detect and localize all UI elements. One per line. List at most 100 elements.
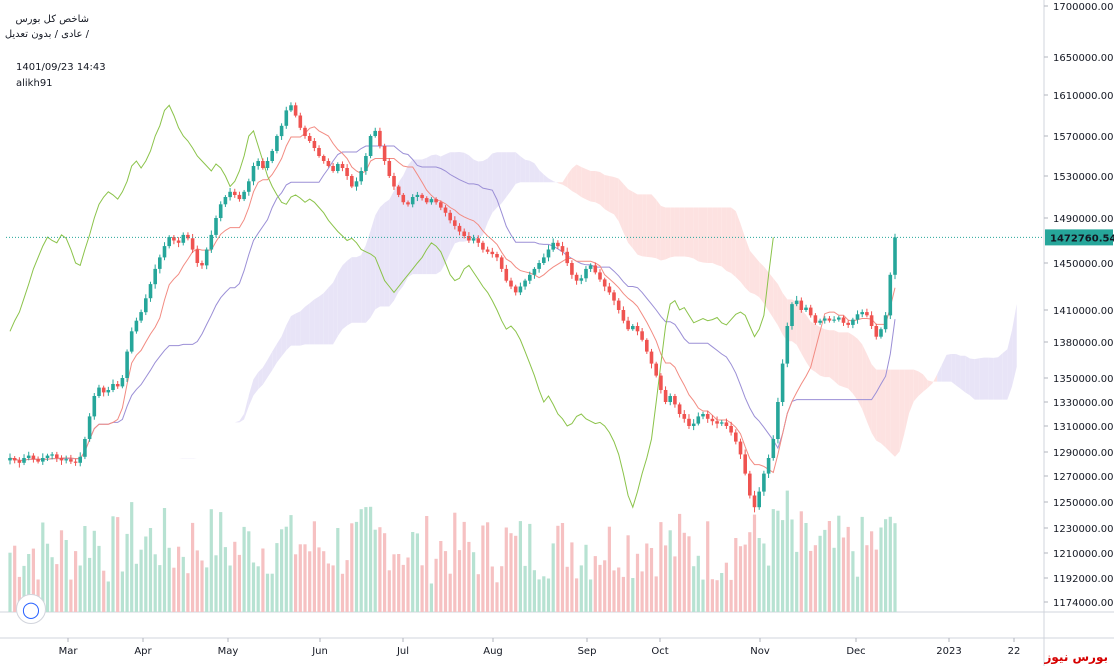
volume-bar: [795, 551, 799, 612]
instrument-title: شاخص کل بورس: [15, 14, 89, 25]
candle-body: [710, 418, 715, 422]
candle-body: [841, 317, 846, 323]
volume-bar: [818, 535, 822, 612]
candle-body: [434, 199, 438, 203]
candle-body: [757, 491, 761, 508]
volume-bar: [865, 545, 869, 612]
candle-body: [752, 495, 757, 508]
ichimoku-cloud-segment: [918, 371, 924, 396]
ichimoku-cloud-segment: [230, 422, 235, 425]
volume-bar: [598, 564, 602, 612]
ichimoku-cloud-segment: [777, 284, 783, 335]
volume-bar: [537, 579, 541, 612]
ichimoku-cloud-segment: [459, 152, 465, 242]
price-tick-label: 1530000.00: [1053, 172, 1113, 183]
volume-bar: [542, 576, 546, 612]
volume-bar: [134, 563, 138, 612]
volume-bar: [289, 515, 293, 612]
candle-body: [64, 459, 68, 461]
candle-body: [148, 284, 153, 299]
volume-bar: [565, 566, 569, 612]
ichimoku-cloud-segment: [300, 306, 305, 346]
candle-body: [214, 218, 218, 235]
volume-bar: [640, 571, 644, 612]
volume-bar: [570, 542, 574, 612]
candle-body: [223, 197, 228, 205]
ichimoku-cloud-segment: [806, 314, 811, 369]
volume-bar: [387, 570, 391, 612]
candle-body: [321, 156, 326, 161]
volume-bar: [64, 540, 68, 612]
ichimoku-cloud-segment: [361, 245, 366, 323]
ichimoku-cloud-segment: [239, 413, 245, 423]
volume-bar: [280, 529, 284, 612]
ichimoku-cloud-segment: [1012, 303, 1017, 387]
candle-body: [162, 246, 167, 258]
candle-body: [738, 441, 743, 455]
volume-bar: [500, 566, 504, 612]
candle-body: [410, 197, 415, 205]
volume-bar: [481, 525, 485, 612]
volume-bar: [607, 526, 611, 612]
candle-body: [55, 454, 59, 458]
candle-body: [303, 127, 307, 136]
ichimoku-cloud-segment: [895, 369, 900, 457]
candle-body: [443, 207, 448, 213]
ichimoku-cloud-segment: [426, 155, 432, 275]
candle-body: [17, 460, 22, 463]
volume-bar: [17, 576, 21, 612]
candle-body: [808, 307, 813, 316]
volume-bar: [275, 543, 279, 612]
price-tick-label: 1380000.00: [1053, 338, 1113, 349]
candle-body: [101, 387, 106, 393]
price-tick-label: 1310000.00: [1053, 422, 1113, 433]
volume-bar: [326, 563, 330, 612]
ichimoku-cloud-segment: [501, 152, 507, 204]
candle-body: [424, 198, 429, 203]
ichimoku-cloud-segment: [731, 207, 736, 278]
candle-body: [153, 268, 157, 285]
price-tick-label: 1330000.00: [1053, 398, 1113, 409]
volume-bar: [621, 576, 625, 612]
ichimoku-cloud-segment: [389, 190, 394, 307]
tradingview-icon[interactable]: ◯: [16, 594, 46, 624]
volume-bar: [397, 554, 401, 612]
ichimoku-cloud-segment: [703, 207, 708, 263]
ichimoku-cloud-segment: [885, 369, 891, 453]
volume-bar: [340, 573, 345, 612]
volume-bar: [88, 557, 92, 612]
volume-bar: [200, 560, 204, 612]
candle-body: [804, 307, 808, 310]
candle-body: [570, 263, 574, 275]
volume-bar: [345, 560, 349, 612]
volume-bar: [13, 545, 17, 612]
volume-bar: [696, 555, 700, 612]
candle-body: [481, 242, 485, 250]
author-name: alikh91: [16, 78, 53, 89]
price-tick-label: 1610000.00: [1053, 91, 1113, 102]
volume-bar: [776, 510, 780, 612]
volume-bar: [486, 522, 490, 612]
candle-body: [373, 130, 377, 136]
ichimoku-cloud-segment: [955, 354, 961, 389]
volume-bar: [457, 550, 462, 612]
volume-bar: [823, 529, 827, 612]
volume-bar: [874, 549, 878, 612]
candle-body: [45, 455, 50, 458]
candle-body: [813, 315, 818, 323]
candle-body: [172, 237, 176, 241]
candle-body: [677, 404, 682, 414]
snapshot-timestamp: 1401/09/23 14:43: [16, 62, 106, 73]
ichimoku-cloud-segment: [328, 282, 334, 345]
candle-body: [134, 320, 139, 332]
candle-body: [31, 455, 36, 460]
candle-body: [682, 414, 687, 419]
ichimoku-cloud-segment: [609, 176, 615, 215]
candle-body: [612, 292, 616, 301]
ichimoku-cloud-segment: [548, 178, 554, 183]
candle-body: [298, 115, 303, 128]
ichimoku-cloud-segment: [1002, 349, 1008, 400]
kijun-sen-line: [9, 145, 896, 461]
time-tick-label: May: [218, 646, 239, 657]
